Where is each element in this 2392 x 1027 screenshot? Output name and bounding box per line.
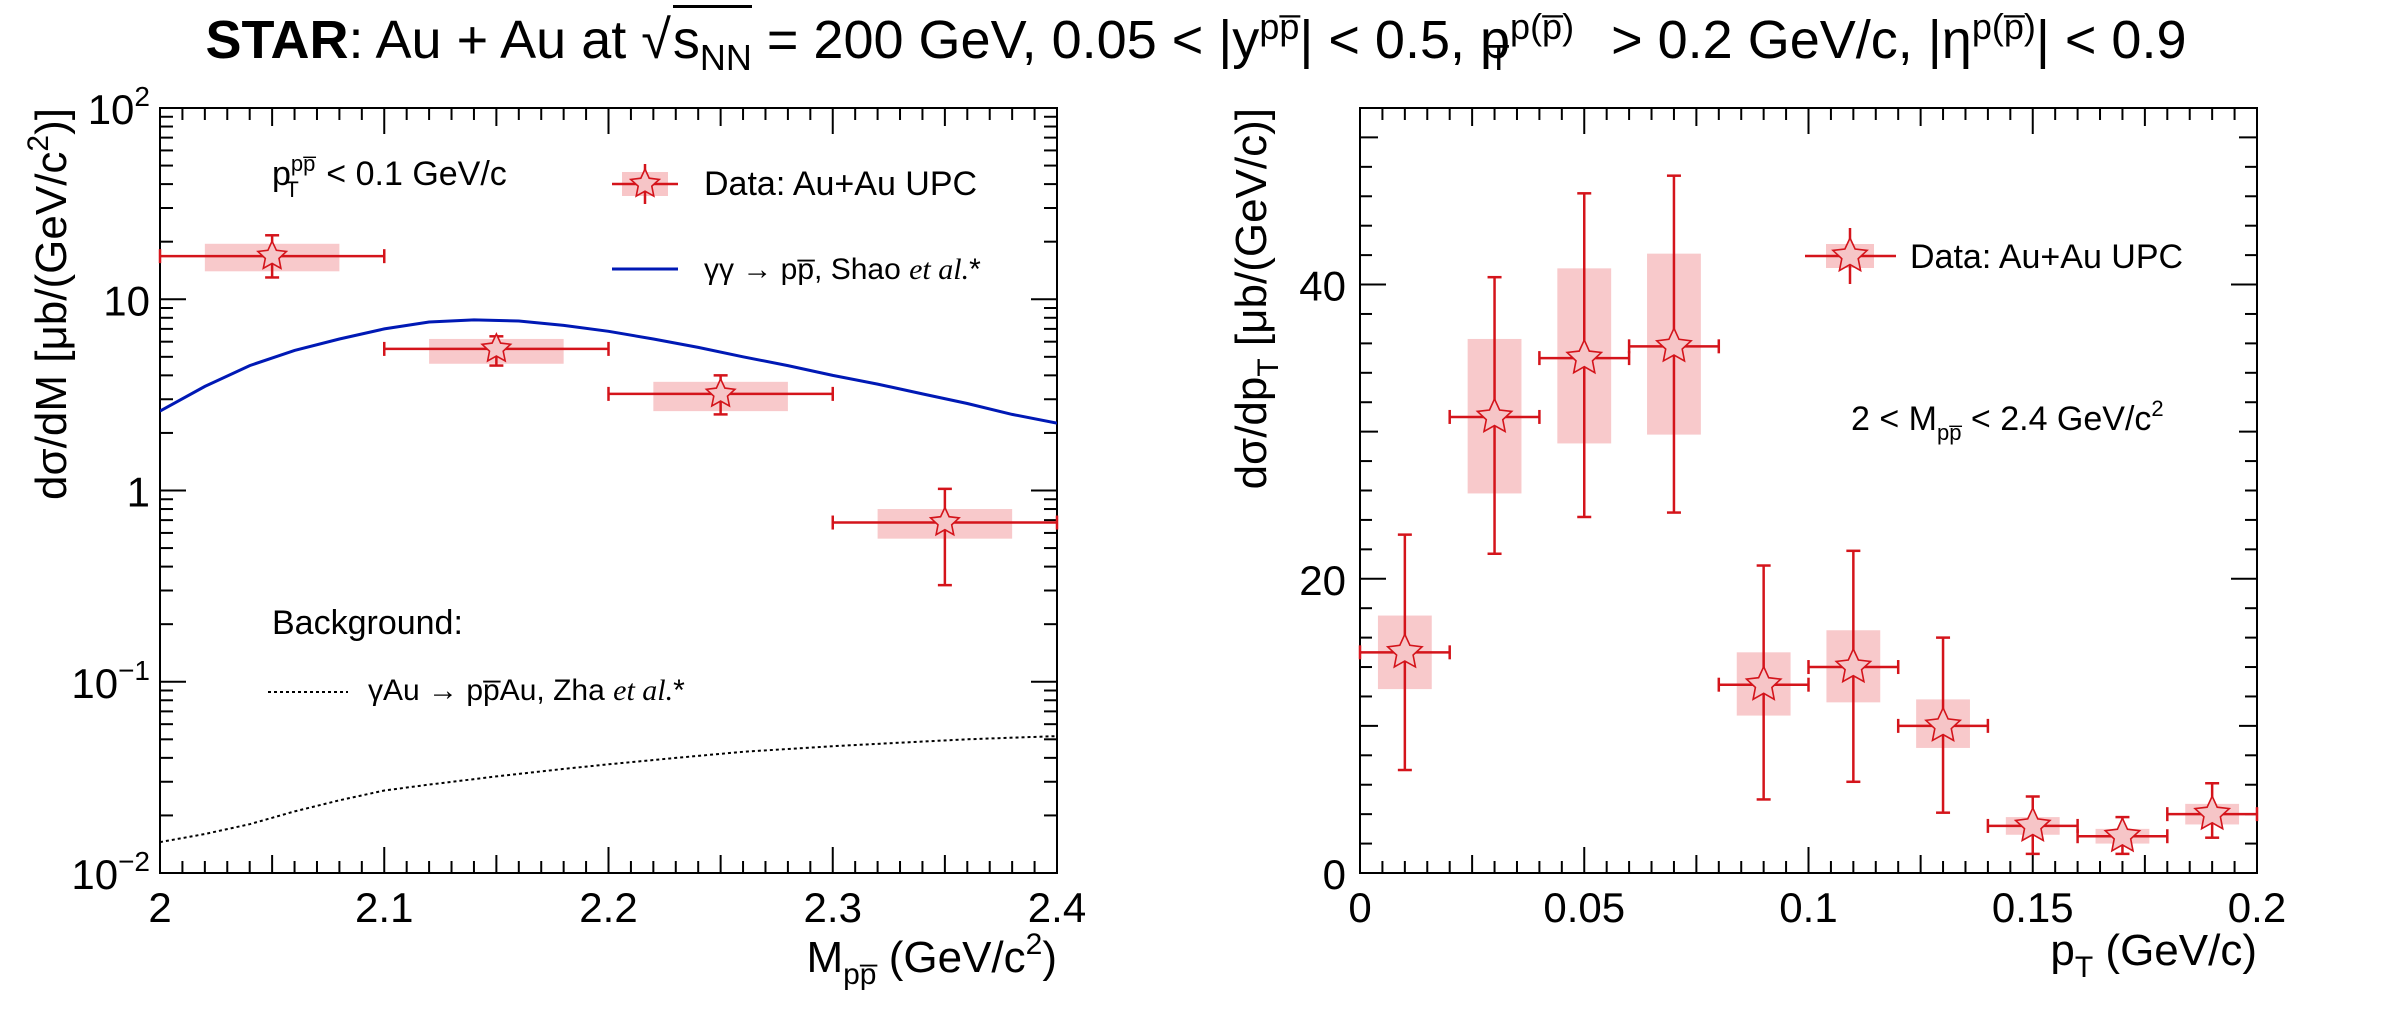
x-tick-label: 0.15 — [1992, 884, 2074, 931]
x-tick-label: 0.2 — [2228, 884, 2286, 931]
data-point-1 — [480, 331, 513, 363]
legend-shao-label: γγ → pp̅, Shao et al.* — [704, 253, 981, 286]
right-ticks — [1359, 108, 2258, 874]
legend-star — [628, 167, 662, 198]
x-tick-label: 0.05 — [1543, 884, 1625, 931]
y-tick-base: 10 — [71, 660, 118, 707]
data-point-1 — [1475, 396, 1514, 434]
y-tick-base: 10 — [88, 86, 135, 133]
left-curves — [160, 318, 1057, 844]
x-tick-label: 0.1 — [1779, 884, 1837, 931]
right-points — [1358, 174, 2259, 856]
y-tick-label: 1 — [127, 469, 150, 516]
left-pt-cut-label: ppp̅ T < 0.1 GeV/c — [272, 151, 507, 202]
left-ticks — [159, 108, 1058, 874]
x-tick-label: 2.3 — [804, 884, 862, 931]
right-chart: 0 0.05 0.1 0.15 0.2 0 20 40 pT (GeV/c) dσ/dpT … — [1227, 107, 2286, 984]
y-tick-base: 10 — [103, 277, 150, 324]
title-text-5: | < 0.9 — [2035, 10, 2187, 70]
title-collaboration: STAR — [205, 10, 349, 70]
sqrt-argument: sNN — [672, 5, 752, 78]
data-point-0 — [1385, 632, 1424, 669]
y-tick-label: 0 — [1323, 851, 1346, 898]
data-point-7 — [2013, 805, 2052, 843]
y-tick-label: 10 — [103, 277, 150, 324]
y-tick-exp: −2 — [118, 846, 150, 877]
sqrt-symbol: √ — [641, 10, 671, 70]
title-text-3: | < 0.5, p — [1299, 10, 1511, 70]
y-tick-base: 1 — [127, 469, 150, 516]
title-s-sub: NN — [699, 36, 752, 78]
data-point-9 — [2193, 794, 2232, 831]
y-tick-label: 10−2 — [71, 846, 150, 898]
title-text-2: = 200 GeV, 0.05 < |y — [751, 10, 1260, 70]
data-point-2 — [704, 376, 737, 408]
y-tick-exp: −1 — [118, 655, 150, 686]
background-title: Background: — [272, 604, 463, 642]
right-x-tick-labels: 0 0.05 0.1 0.15 0.2 — [1348, 884, 2286, 931]
x-tick-label: 2.4 — [1028, 884, 1086, 931]
x-tick-label: 2 — [148, 884, 171, 931]
data-point-6 — [1924, 705, 1963, 742]
left-x-tick-labels: 2 2.1 2.2 2.3 2.4 — [148, 884, 1086, 931]
y-tick-exp: 2 — [134, 81, 150, 112]
legend-data-marker-right — [1805, 228, 1896, 284]
y-tick-label: 40 — [1299, 263, 1346, 310]
right-y-tick-labels: 0 20 40 — [1299, 263, 1346, 898]
left-x-axis-label: Mpp̅ (GeV/c2) — [806, 928, 1057, 991]
legend-zha-label: γAu → pp̅Au, Zha et al.* — [368, 674, 685, 707]
data-point-5 — [1834, 647, 1873, 684]
left-plot-frame — [159, 107, 1058, 874]
legend-data-marker — [612, 164, 678, 204]
right-legend: Data: Au+Au UPC — [1805, 228, 2183, 284]
title-pt-sup: p(p̅) — [1510, 6, 1575, 47]
x-tick-label: 2.1 — [355, 884, 413, 931]
y-tick-label: 10−1 — [71, 655, 150, 707]
legend-data-label-right: Data: Au+Au UPC — [1910, 238, 2183, 276]
y-tick-label: 102 — [88, 81, 150, 133]
data-point-4 — [1744, 664, 1783, 701]
left-points — [158, 234, 1059, 587]
data-point-2 — [1565, 338, 1604, 375]
right-mass-cut-label: 2 < Mpp̅ < 2.4 GeV/c2 — [1851, 396, 2164, 445]
left-y-axis-label: dσ/dM [μb/(GeV/c2)] — [22, 108, 76, 500]
zha-curve — [160, 735, 1057, 844]
data-point-0 — [256, 239, 289, 270]
left-legend: Data: Au+Au UPC γγ → pp̅, Shao et al.* B… — [268, 164, 981, 707]
x-tick-label: 0 — [1348, 884, 1371, 931]
y-tick-label: 20 — [1299, 557, 1346, 604]
right-systematics — [1377, 253, 2240, 844]
title-pt-sub: T — [1487, 36, 1510, 78]
title-text-4: > 0.2 GeV/c, |η — [1596, 10, 1972, 70]
shao-curve — [160, 318, 1057, 425]
right-y-axis-label: dσ/dpT [μb/(GeV/c)] — [1227, 108, 1285, 489]
title-eta-sup: p(p̅) — [1971, 6, 2036, 47]
data-point-3 — [928, 505, 961, 537]
y-tick-base: 10 — [71, 851, 118, 898]
right-x-axis-label: pT (GeV/c) — [2050, 926, 2257, 984]
data-point-8 — [2103, 816, 2142, 853]
figure-title: STAR: Au + Au at √sNN = 200 GeV, 0.05 < … — [0, 5, 2392, 79]
legend-star — [1831, 236, 1869, 273]
title-s: s — [672, 10, 700, 70]
title-text-1: : Au + Au at — [348, 10, 642, 70]
x-tick-label: 2.2 — [579, 884, 637, 931]
title-y-sup: pp̅ — [1259, 6, 1300, 47]
data-point-3 — [1654, 326, 1693, 363]
legend-data-label: Data: Au+Au UPC — [704, 165, 977, 203]
